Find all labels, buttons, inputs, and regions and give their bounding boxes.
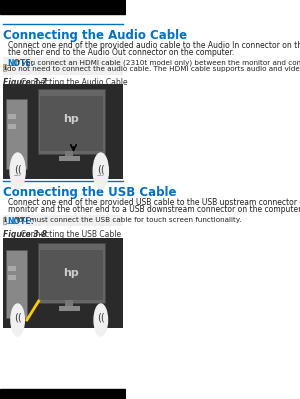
Text: ((: (( — [97, 164, 105, 174]
Text: the other end to the Audio Out connector on the computer.: the other end to the Audio Out connector… — [8, 48, 235, 57]
Text: ((: (( — [14, 164, 22, 174]
Text: ((: (( — [14, 313, 22, 323]
Text: Connecting the Audio Cable: Connecting the Audio Cable — [3, 29, 188, 42]
Text: Connect one end of the provided audio cable to the Audio In connector on the rea: Connect one end of the provided audio ca… — [8, 41, 300, 50]
Bar — [3, 57, 123, 75]
Text: Connecting the USB Cable: Connecting the USB Cable — [16, 230, 121, 239]
Bar — [3, 84, 123, 179]
Bar — [0, 0, 126, 14]
Text: Connecting the Audio Cable: Connecting the Audio Cable — [16, 78, 128, 87]
Circle shape — [10, 153, 25, 189]
Circle shape — [11, 304, 24, 336]
Text: Figure 3-7: Figure 3-7 — [3, 78, 47, 87]
Text: You must connect the USB cable for touch screen functionality.: You must connect the USB cable for touch… — [15, 217, 242, 223]
Bar — [8, 124, 16, 129]
Text: NOTE:: NOTE: — [7, 59, 34, 68]
Bar — [3, 215, 123, 226]
Circle shape — [93, 153, 108, 189]
Circle shape — [94, 304, 107, 336]
Bar — [3, 64, 6, 71]
Text: NOTE:: NOTE: — [7, 217, 34, 226]
Text: Figure 3-8: Figure 3-8 — [3, 230, 47, 239]
Text: ---: --- — [97, 172, 104, 178]
Bar — [6, 99, 27, 169]
Text: ((: (( — [97, 313, 105, 323]
Text: ℹ: ℹ — [4, 65, 6, 71]
Bar — [40, 96, 103, 151]
Bar — [38, 243, 105, 303]
Bar — [6, 250, 27, 318]
Text: hp: hp — [64, 114, 79, 124]
Bar — [8, 266, 16, 271]
Bar — [8, 114, 16, 119]
Text: do not need to connect the audio cable. The HDMI cable supports audio and video : do not need to connect the audio cable. … — [7, 66, 300, 72]
Bar — [8, 275, 16, 280]
Text: 8     Chapter 3   Setting Up the Monitor: 8 Chapter 3 Setting Up the Monitor — [3, 381, 140, 387]
Bar — [40, 250, 103, 300]
Text: ---: --- — [14, 172, 21, 178]
Text: Connecting the USB Cable: Connecting the USB Cable — [3, 186, 177, 199]
Text: ENWW: ENWW — [99, 381, 123, 387]
Text: If you connect an HDMI cable (2310t model only) between the monitor and computer: If you connect an HDMI cable (2310t mode… — [15, 59, 300, 65]
Bar — [3, 217, 6, 224]
Text: ℹ: ℹ — [4, 217, 6, 223]
Text: monitor and the other end to a USB downstream connector on the computer.: monitor and the other end to a USB downs… — [8, 205, 300, 214]
Bar — [65, 149, 74, 159]
Bar — [0, 389, 126, 399]
Bar — [65, 300, 74, 308]
Bar — [38, 89, 105, 154]
Text: Connect one end of the provided USB cable to the USB upstream connector on the r: Connect one end of the provided USB cabl… — [8, 198, 300, 207]
Bar — [59, 156, 80, 161]
Bar — [59, 306, 80, 311]
Bar — [3, 238, 123, 328]
Text: hp: hp — [64, 268, 79, 278]
